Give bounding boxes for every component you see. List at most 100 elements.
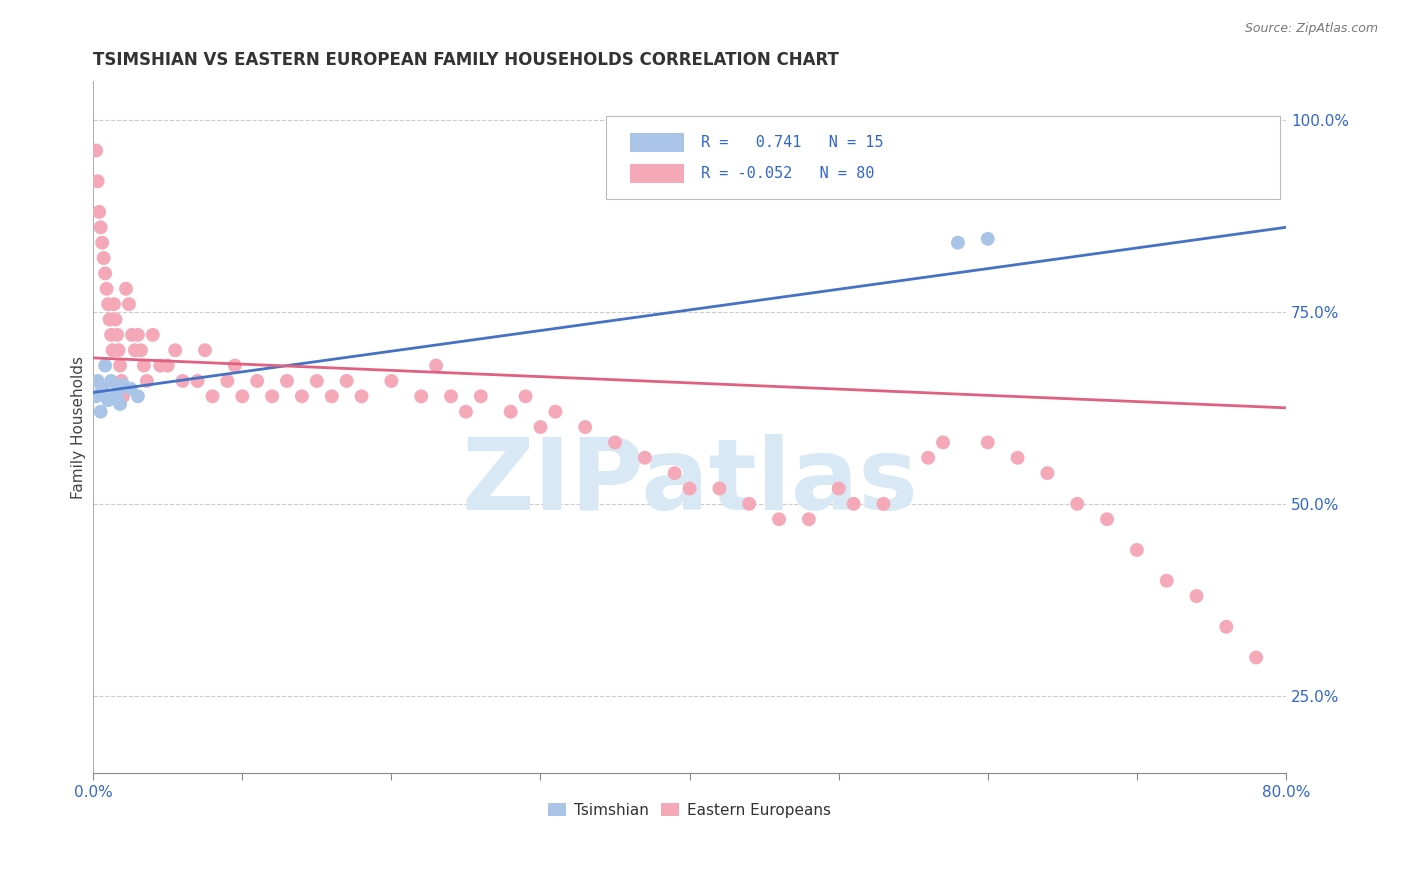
Point bbox=[321, 389, 343, 403]
Text: R = -0.052   N = 80: R = -0.052 N = 80 bbox=[702, 166, 875, 181]
Point bbox=[103, 297, 125, 311]
Point bbox=[86, 174, 108, 188]
Point bbox=[135, 374, 157, 388]
Point bbox=[917, 450, 939, 465]
Point bbox=[127, 327, 149, 342]
Point bbox=[603, 435, 626, 450]
Point bbox=[827, 482, 849, 496]
Point bbox=[977, 232, 1000, 246]
Point bbox=[932, 435, 955, 450]
Point bbox=[118, 297, 141, 311]
Point bbox=[111, 377, 134, 392]
Point bbox=[842, 497, 865, 511]
Point bbox=[529, 420, 551, 434]
Point bbox=[91, 382, 114, 396]
Point bbox=[89, 205, 111, 219]
Point bbox=[98, 312, 121, 326]
Point bbox=[1066, 497, 1088, 511]
Point bbox=[276, 374, 298, 388]
Point bbox=[121, 327, 143, 342]
Point bbox=[336, 374, 359, 388]
Point bbox=[664, 466, 686, 480]
Y-axis label: Family Households: Family Households bbox=[72, 356, 86, 499]
Point bbox=[120, 382, 142, 396]
Point bbox=[97, 393, 120, 408]
Point bbox=[90, 405, 112, 419]
Point bbox=[96, 282, 118, 296]
Point bbox=[1244, 650, 1267, 665]
Point bbox=[103, 389, 125, 403]
Point bbox=[768, 512, 790, 526]
Point bbox=[100, 374, 122, 388]
Point bbox=[634, 450, 657, 465]
Point bbox=[515, 389, 537, 403]
Point bbox=[194, 343, 217, 358]
Point bbox=[86, 374, 108, 388]
Point bbox=[100, 327, 122, 342]
Point bbox=[1215, 620, 1237, 634]
Point bbox=[149, 359, 172, 373]
Point bbox=[187, 374, 209, 388]
Point bbox=[111, 389, 134, 403]
Point bbox=[201, 389, 224, 403]
Point bbox=[291, 389, 314, 403]
Text: TSIMSHIAN VS EASTERN EUROPEAN FAMILY HOUSEHOLDS CORRELATION CHART: TSIMSHIAN VS EASTERN EUROPEAN FAMILY HOU… bbox=[93, 51, 839, 69]
Point bbox=[262, 389, 284, 403]
Point bbox=[165, 343, 187, 358]
Point bbox=[350, 389, 373, 403]
Point bbox=[129, 343, 152, 358]
Point bbox=[84, 389, 107, 403]
Point bbox=[709, 482, 731, 496]
Point bbox=[411, 389, 433, 403]
Point bbox=[425, 359, 447, 373]
Point bbox=[246, 374, 269, 388]
Point bbox=[499, 405, 522, 419]
Point bbox=[101, 343, 124, 358]
Point bbox=[1185, 589, 1208, 603]
Point bbox=[94, 267, 117, 281]
Point bbox=[217, 374, 239, 388]
Point bbox=[380, 374, 402, 388]
Point bbox=[156, 359, 179, 373]
Point bbox=[84, 144, 107, 158]
Point bbox=[678, 482, 700, 496]
Text: Source: ZipAtlas.com: Source: ZipAtlas.com bbox=[1244, 22, 1378, 36]
Point bbox=[91, 235, 114, 250]
Point bbox=[107, 343, 129, 358]
Point bbox=[105, 327, 128, 342]
Legend: Tsimshian, Eastern Europeans: Tsimshian, Eastern Europeans bbox=[541, 797, 837, 824]
Point bbox=[94, 359, 117, 373]
Point bbox=[738, 497, 761, 511]
Point bbox=[142, 327, 165, 342]
Point bbox=[224, 359, 246, 373]
Point bbox=[440, 389, 463, 403]
Point bbox=[946, 235, 969, 250]
Point bbox=[872, 497, 894, 511]
Point bbox=[93, 251, 115, 265]
Point bbox=[172, 374, 194, 388]
Point bbox=[797, 512, 820, 526]
Point bbox=[1095, 512, 1118, 526]
Text: R =   0.741   N = 15: R = 0.741 N = 15 bbox=[702, 135, 884, 150]
Point bbox=[574, 420, 596, 434]
Point bbox=[1126, 543, 1149, 558]
Point bbox=[1007, 450, 1029, 465]
FancyBboxPatch shape bbox=[630, 163, 683, 183]
Point bbox=[105, 385, 128, 400]
Point bbox=[127, 389, 149, 403]
Point bbox=[454, 405, 477, 419]
Point bbox=[470, 389, 492, 403]
FancyBboxPatch shape bbox=[606, 116, 1279, 199]
Point bbox=[110, 374, 132, 388]
Point bbox=[97, 297, 120, 311]
Point bbox=[977, 435, 1000, 450]
Point bbox=[1036, 466, 1059, 480]
Point bbox=[115, 282, 138, 296]
Point bbox=[544, 405, 567, 419]
Text: ZIPatlas: ZIPatlas bbox=[461, 434, 918, 531]
Point bbox=[305, 374, 328, 388]
Point bbox=[90, 220, 112, 235]
Point bbox=[108, 359, 131, 373]
Point bbox=[1156, 574, 1178, 588]
Point bbox=[132, 359, 155, 373]
